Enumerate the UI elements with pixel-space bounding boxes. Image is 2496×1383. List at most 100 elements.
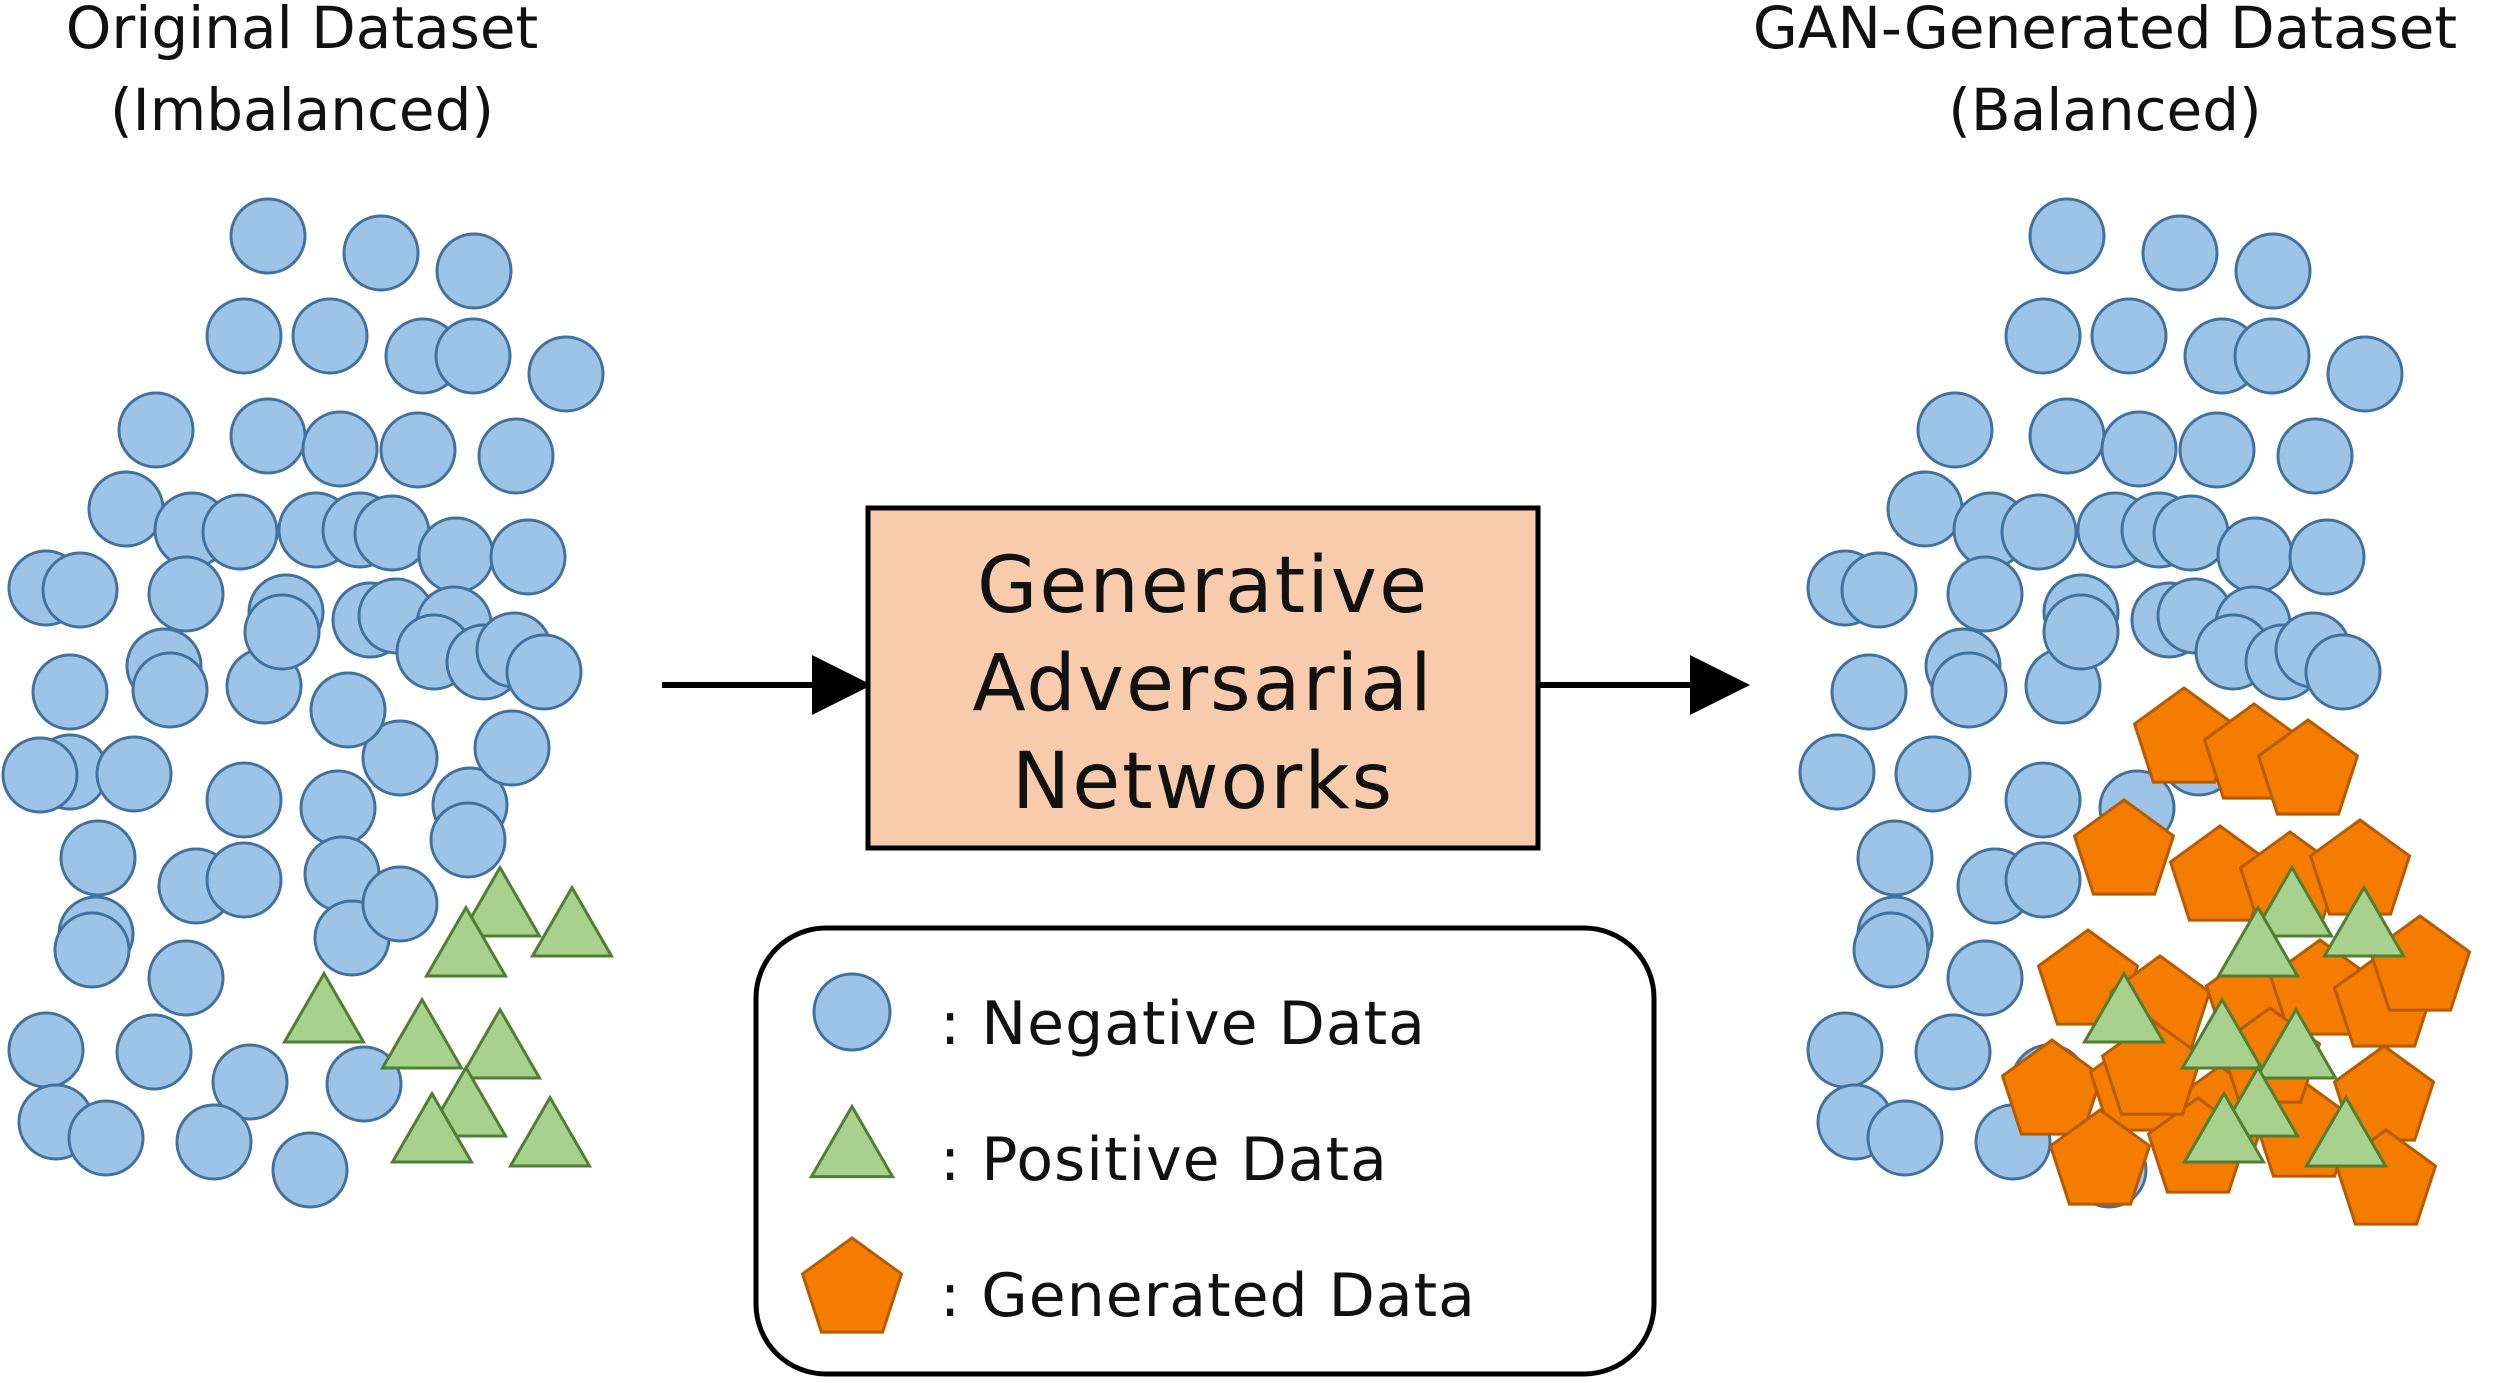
negative-data-point: [477, 417, 555, 495]
negative-data-point: [473, 709, 551, 787]
negative-data-point: [1830, 653, 1908, 731]
negative-data-point: [2042, 593, 2120, 671]
negative-data-point: [299, 769, 377, 847]
negative-data-point: [59, 819, 137, 897]
positive-data-point: [2181, 1090, 2267, 1164]
negative-data-point: [2000, 493, 2078, 571]
negative-data-point: [53, 911, 131, 989]
negative-data-point: [205, 297, 283, 375]
generated-data-point: [2048, 1108, 2152, 1206]
positive-data-point: [2253, 1006, 2339, 1080]
negative-data-point: [2233, 317, 2311, 395]
negative-data-point: [1852, 911, 1930, 989]
negative-data-point: [2004, 761, 2082, 839]
negative-data-point: [201, 493, 279, 571]
negative-data-point: [229, 197, 307, 275]
positive-data-point: [379, 996, 465, 1070]
positive-data-point: [2249, 864, 2335, 938]
positive-data-point: [2215, 904, 2301, 978]
negative-data-point: [2004, 297, 2082, 375]
pentagon-icon: [800, 1236, 904, 1334]
positive-data-point: [2321, 884, 2407, 958]
negative-data-point: [291, 297, 369, 375]
negative-data-point: [1894, 735, 1972, 813]
negative-data-point: [1856, 819, 1934, 897]
negative-data-point: [2004, 841, 2082, 919]
negative-data-point: [2028, 197, 2106, 275]
negative-data-point: [301, 410, 379, 488]
positive-data-point: [389, 1090, 475, 1164]
negative-data-point: [2028, 397, 2106, 475]
positive-data-point: [423, 904, 509, 978]
negative-data-point: [434, 317, 512, 395]
positive-data-point: [2081, 970, 2167, 1044]
negative-data-point: [2090, 297, 2168, 375]
negative-data-point: [41, 551, 119, 629]
legend-positive-label: : Positive Data: [940, 1125, 1388, 1195]
negative-data-point: [147, 555, 225, 633]
negative-data-point: [417, 516, 495, 594]
negative-data-point: [7, 1011, 85, 1089]
negative-data-point: [2216, 516, 2294, 594]
negative-data-point: [1798, 733, 1876, 811]
gan-box-line3: Networks: [1012, 737, 1394, 827]
negative-data-point: [429, 801, 507, 879]
negative-data-point: [1, 736, 79, 814]
positive-data-point: [457, 1006, 543, 1080]
negative-data-point: [435, 232, 513, 310]
negative-data-point: [1946, 555, 2024, 633]
negative-data-point: [1916, 391, 1994, 469]
negative-data-point: [1840, 551, 1918, 629]
negative-data-point: [2178, 411, 2256, 489]
negative-data-point: [505, 633, 583, 711]
negative-data-point: [361, 719, 439, 797]
circle-icon: [812, 972, 892, 1052]
gan-model-box: [865, 505, 1541, 851]
negative-data-point: [2276, 417, 2354, 495]
left-title-line2: (Imbalanced): [110, 76, 494, 144]
legend-box: [753, 925, 1657, 1377]
negative-data-point: [1930, 651, 2008, 729]
gan-box-line1: Generative: [977, 541, 1429, 631]
positive-data-point: [529, 884, 615, 958]
negative-data-point: [489, 518, 567, 596]
negative-data-point: [211, 1043, 289, 1121]
right-title-line2: (Balanced): [1948, 76, 2261, 144]
gan-box-line2: Adversarial: [972, 639, 1433, 729]
negative-data-point: [2100, 410, 2178, 488]
negative-data-point: [115, 1013, 193, 1091]
legend-generated-label: : Generated Data: [940, 1261, 1476, 1331]
right-title-line1: GAN-Generated Dataset: [1753, 0, 2457, 62]
triangle-icon: [808, 1103, 896, 1179]
negative-data-point: [361, 865, 439, 943]
legend-negative-label: : Negative Data: [940, 989, 1426, 1059]
left-title-line1: Original Dataset: [66, 0, 539, 62]
generated-dataset-cluster: [1798, 197, 2472, 1226]
negative-data-point: [1886, 470, 1964, 548]
negative-data-point: [147, 939, 225, 1017]
negative-data-point: [2304, 633, 2382, 711]
negative-data-point: [379, 411, 457, 489]
negative-data-point: [527, 335, 605, 413]
generated-data-point: [2256, 718, 2360, 816]
generated-data-point: [2072, 798, 2176, 896]
negative-data-point: [31, 653, 109, 731]
positive-data-point: [281, 970, 367, 1044]
negative-data-point: [271, 1131, 349, 1209]
negative-data-point: [1806, 1011, 1884, 1089]
negative-data-point: [309, 671, 387, 749]
negative-data-point: [2141, 214, 2219, 292]
negative-data-point: [229, 397, 307, 475]
original-dataset-cluster: [1, 197, 615, 1209]
legend-icons: [800, 972, 904, 1334]
negative-data-point: [205, 841, 283, 919]
negative-data-point: [2288, 518, 2366, 596]
negative-data-point: [2326, 335, 2404, 413]
negative-data-point: [95, 735, 173, 813]
positive-data-point: [2303, 1094, 2389, 1168]
negative-data-point: [2234, 232, 2312, 310]
negative-data-point: [205, 761, 283, 839]
negative-data-point: [87, 470, 165, 548]
negative-data-point: [131, 651, 209, 729]
